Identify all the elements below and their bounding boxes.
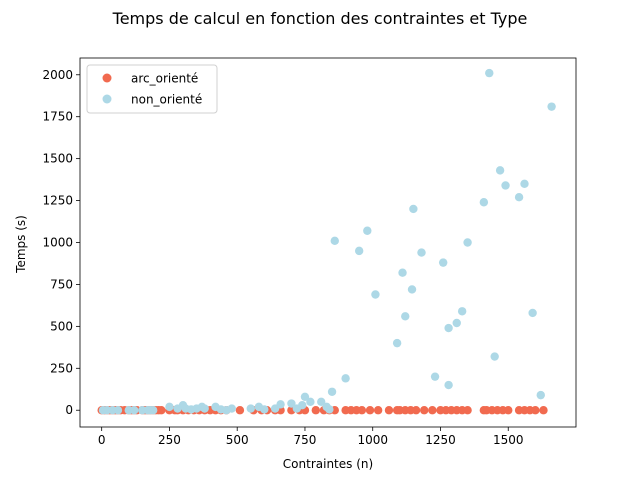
y-tick-label: 2000 (42, 68, 73, 82)
y-axis-label: Temps (s) (14, 215, 28, 274)
data-point (428, 406, 437, 415)
legend-marker (102, 94, 112, 104)
data-point (430, 372, 440, 381)
data-point (490, 352, 499, 361)
data-point (157, 406, 166, 415)
data-point (463, 238, 472, 247)
data-point (444, 323, 453, 333)
data-point (438, 258, 448, 267)
data-point (113, 406, 123, 415)
series-2 (98, 68, 556, 415)
data-point (495, 166, 505, 175)
data-point (130, 406, 139, 415)
data-point (539, 406, 548, 415)
data-point (311, 406, 321, 415)
y-tick-label: 750 (50, 277, 73, 291)
data-point (341, 374, 350, 383)
data-point (531, 406, 540, 415)
legend-label: non_orienté (131, 93, 202, 107)
data-point (227, 404, 236, 413)
data-point (276, 400, 285, 409)
legend-box (86, 64, 218, 114)
data-point (520, 179, 529, 188)
data-point (479, 198, 489, 207)
data-point (300, 392, 310, 402)
data-point (235, 406, 245, 415)
y-tick-label: 1750 (42, 110, 73, 124)
data-point (371, 290, 380, 299)
data-point (463, 406, 472, 415)
data-point (373, 406, 383, 415)
y-tick-label: 1250 (42, 194, 73, 208)
data-point (246, 404, 255, 413)
y-tick-label: 1500 (42, 152, 73, 166)
data-point (514, 193, 524, 202)
legend-marker (102, 73, 112, 83)
data-point (444, 380, 453, 390)
data-point (409, 204, 418, 214)
x-tick-label: 1000 (357, 433, 388, 447)
data-point (260, 405, 269, 414)
legend-label: arc_orienté (131, 72, 198, 86)
y-tick-label: 1000 (42, 236, 73, 250)
y-tick-label: 250 (50, 361, 73, 375)
data-point (357, 406, 367, 415)
data-point (392, 338, 402, 348)
data-point (457, 307, 467, 316)
chart-title: Temps de calcul en fonction des contrain… (112, 9, 528, 28)
x-tick-label: 1500 (493, 433, 524, 447)
x-tick-label: 250 (158, 433, 181, 447)
data-point (384, 406, 394, 415)
data-point (354, 246, 364, 256)
data-point (501, 181, 510, 190)
data-point (365, 406, 375, 415)
data-point (536, 390, 545, 400)
data-point (401, 312, 410, 321)
data-point (547, 102, 556, 111)
data-point (330, 236, 339, 246)
x-tick-label: 1250 (425, 433, 456, 447)
data-point (317, 397, 326, 407)
plot-area: 0 250 500 750 1000 1250 1500 0 250 500 750 1000 1250… (42, 57, 577, 447)
x-tick-label: 750 (294, 433, 317, 447)
data-point (411, 406, 421, 415)
legend: arc_orienté non_orienté (86, 64, 218, 114)
data-point (398, 268, 407, 277)
x-tick-label: 0 (98, 433, 106, 447)
data-point (420, 406, 429, 415)
data-point (504, 406, 513, 415)
data-point (407, 285, 417, 294)
data-point (417, 248, 426, 257)
x-axis-label: Contraintes (n) (283, 457, 373, 471)
data-point (165, 402, 174, 412)
data-point (200, 404, 209, 413)
data-point (306, 397, 315, 407)
data-point (287, 399, 296, 408)
y-tick-label: 500 (50, 319, 73, 333)
data-point (452, 318, 461, 328)
data-point (327, 387, 337, 396)
data-point (325, 405, 334, 414)
y-tick-label: 0 (65, 403, 73, 417)
data-point (528, 308, 537, 318)
data-point (363, 226, 372, 235)
data-point (485, 68, 494, 78)
data-point (148, 406, 158, 415)
x-tick-label: 500 (226, 433, 249, 447)
data-point (298, 400, 307, 410)
